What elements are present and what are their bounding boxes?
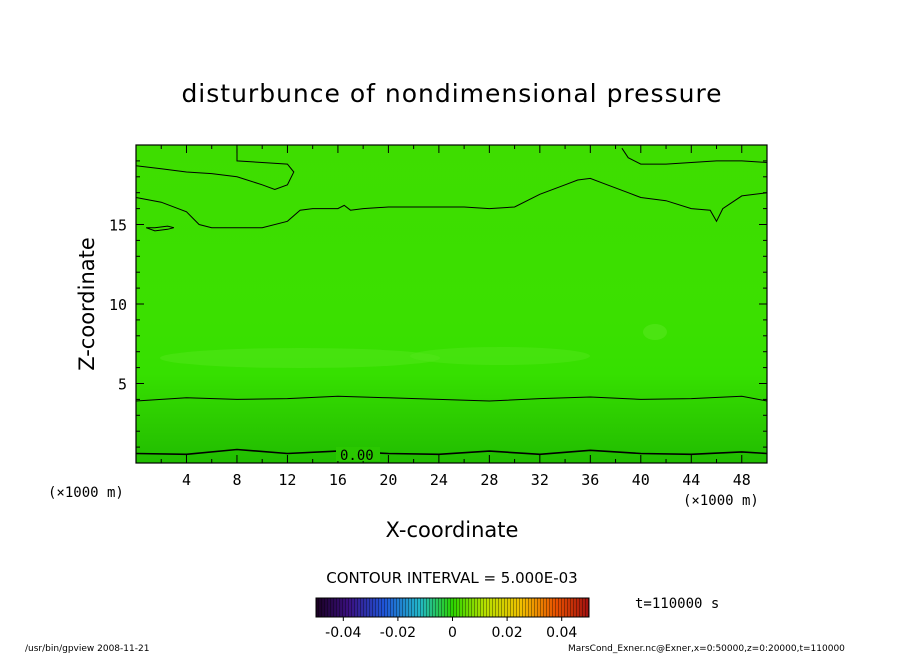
colorbar-tick-label: 0.04 (546, 625, 577, 641)
x-tick-label: 16 (329, 471, 347, 489)
contour-line (136, 177, 767, 229)
x-tick-label: 44 (682, 471, 700, 489)
x-tick-label: 32 (531, 471, 549, 489)
x-tick-label: 20 (379, 471, 397, 489)
y-tick-label: 10 (109, 296, 127, 314)
time-label: t=110000 s (635, 596, 719, 612)
x-unit-right: (×1000 m) (683, 493, 759, 509)
x-tick-label: 40 (632, 471, 650, 489)
contour-line (136, 448, 767, 456)
y-tick-label: 15 (109, 217, 127, 235)
light-patch (643, 324, 667, 340)
light-patch (410, 347, 590, 365)
contour-interval-label: CONTOUR INTERVAL = 5.000E-03 (326, 569, 577, 587)
footer-left: /usr/bin/gpview 2008-11-21 (25, 644, 149, 654)
x-tick-label: 4 (182, 471, 191, 489)
x-tick-label: 8 (232, 471, 241, 489)
x-tick-label: 48 (733, 471, 751, 489)
x-ticks: 4 8 12 16 20 24 28 32 36 40 44 48 (135, 145, 768, 489)
x-tick-label: 12 (278, 471, 296, 489)
x-unit-left: (×1000 m) (48, 485, 124, 501)
light-patch (160, 348, 440, 368)
x-axis-label: X-coordinate (386, 518, 519, 542)
y-tick-label: 5 (118, 376, 127, 394)
contour-lines (136, 147, 767, 456)
contour-line (145, 225, 175, 232)
colorbar-tick-label: -0.04 (325, 625, 361, 641)
x-tick-label: 24 (430, 471, 448, 489)
field-background (136, 145, 767, 463)
colorbar-tick-label: 0.02 (492, 625, 523, 641)
footer-right: MarsCond_Exner.nc@Exner,x=0:50000,z=0:20… (568, 644, 845, 654)
y-ticks: 5 10 15 (109, 160, 767, 448)
chart-title: disturbunce of nondimensional pressure (181, 79, 722, 108)
colorbar-stripes (316, 598, 589, 617)
colorbar: -0.04 -0.02 0 0.02 0.04 (315, 597, 590, 641)
colorbar-tick-label: -0.02 (380, 625, 416, 641)
contour-line (136, 148, 295, 191)
contour-label-bg (336, 447, 380, 461)
y-axis-label: Z-coordinate (75, 237, 99, 371)
contour-line (136, 395, 767, 402)
colorbar-ticks: -0.04 -0.02 0 0.02 0.04 (325, 617, 577, 641)
colorbar-tick-label: 0 (448, 625, 457, 641)
contour-label: 0.00 (340, 448, 374, 464)
x-tick-label: 36 (581, 471, 599, 489)
x-tick-label: 28 (480, 471, 498, 489)
contour-line (621, 147, 767, 165)
